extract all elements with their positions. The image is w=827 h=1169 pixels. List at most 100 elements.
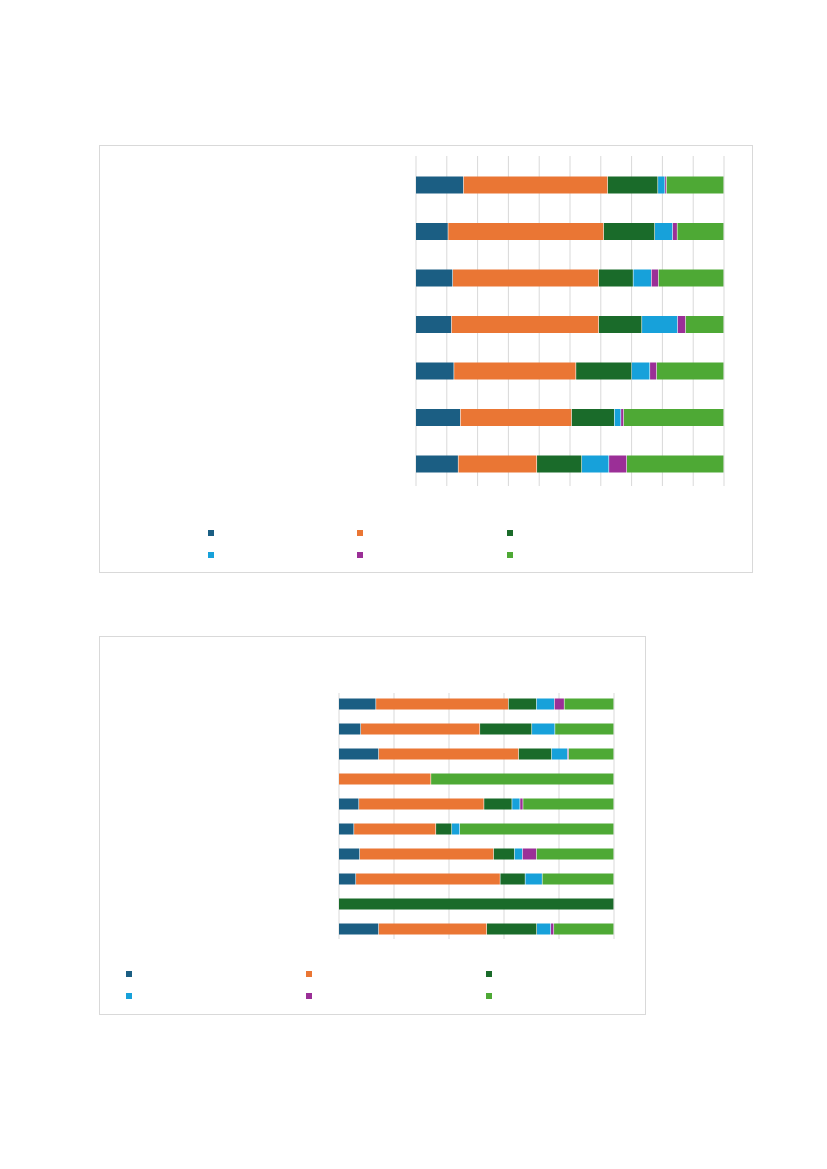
bar-segment xyxy=(493,848,515,860)
stacked-bar-chart-2 xyxy=(126,693,615,999)
bar-segment xyxy=(677,316,686,333)
bar-segment xyxy=(554,698,564,710)
legend-swatch xyxy=(357,552,363,558)
bar-segment xyxy=(378,748,519,760)
bar-segment xyxy=(484,798,512,810)
bar-segment xyxy=(458,455,537,473)
bar-segment xyxy=(354,823,436,835)
bar-segment xyxy=(666,176,724,194)
bar-segment xyxy=(603,223,655,240)
bar-segment xyxy=(568,748,614,760)
bar-segment xyxy=(571,409,615,426)
bar-segment xyxy=(500,873,525,885)
bar-segment xyxy=(339,898,614,910)
bar-segment xyxy=(416,316,452,333)
bar-segment xyxy=(650,362,657,380)
bar-segment xyxy=(452,823,460,835)
bar-segment xyxy=(416,176,464,194)
bar-segment xyxy=(454,362,576,380)
bar-segment xyxy=(463,176,608,194)
bar-segment xyxy=(376,698,509,710)
bar-segment xyxy=(609,455,627,473)
bar-segment xyxy=(542,873,614,885)
bar-segment xyxy=(514,848,523,860)
bar-segment xyxy=(623,409,724,426)
legend-swatch xyxy=(126,971,132,977)
bar-segment xyxy=(520,798,523,810)
bar-segment xyxy=(486,923,537,935)
bar-segment xyxy=(339,848,360,860)
bar-segment xyxy=(416,362,454,380)
bar-segment xyxy=(359,798,484,810)
bar-segment xyxy=(522,848,537,860)
bar-segment xyxy=(339,698,376,710)
bar-segment xyxy=(607,176,658,194)
legend-swatch xyxy=(208,552,214,558)
legend-swatch xyxy=(486,971,492,977)
bar-segment xyxy=(621,409,624,426)
bar-segment xyxy=(567,748,569,760)
bar-segment xyxy=(685,316,724,333)
legend-swatch xyxy=(507,530,513,536)
bar-segment xyxy=(598,316,642,333)
bar-segment xyxy=(551,748,568,760)
bar-segment xyxy=(633,269,652,287)
bar-segment xyxy=(655,223,673,240)
bar-segment xyxy=(582,455,609,473)
bar-segment xyxy=(339,823,354,835)
bar-segment xyxy=(431,773,614,785)
bar-segment xyxy=(525,873,542,885)
bar-segment xyxy=(359,848,494,860)
bar-segment xyxy=(460,823,614,835)
bar-segment xyxy=(356,873,500,885)
bar-segment xyxy=(614,409,621,426)
bar-segment xyxy=(656,362,724,380)
bar-segment xyxy=(536,698,554,710)
legend-swatch xyxy=(126,993,132,999)
bar-segment xyxy=(339,773,431,785)
legend-swatch xyxy=(306,993,312,999)
stacked-bar-chart-1 xyxy=(208,156,725,558)
bar-segment xyxy=(508,698,537,710)
bar-segment xyxy=(631,362,650,380)
bar-segment xyxy=(658,269,724,287)
legend-swatch xyxy=(357,530,363,536)
legend-swatch xyxy=(486,993,492,999)
bar-segment xyxy=(339,723,361,735)
bar-segment xyxy=(555,723,614,735)
chart-panel-2 xyxy=(99,636,646,1015)
bar-segment xyxy=(677,223,724,240)
bar-segment xyxy=(576,362,632,380)
bar-segment xyxy=(658,176,665,194)
bar-segment xyxy=(436,823,452,835)
bar-segment xyxy=(339,748,379,760)
legend-swatch xyxy=(507,552,513,558)
bar-segment xyxy=(598,269,633,287)
legend-swatch xyxy=(208,530,214,536)
bar-segment xyxy=(416,223,448,240)
bar-segment xyxy=(537,455,582,473)
bar-segment xyxy=(460,409,572,426)
bar-segment xyxy=(564,698,614,710)
legend-swatch xyxy=(306,971,312,977)
chart-panel-1 xyxy=(99,145,753,573)
bar-segment xyxy=(665,176,667,194)
bar-segment xyxy=(537,923,551,935)
bar-segment xyxy=(378,923,487,935)
bar-segment xyxy=(339,873,356,885)
bar-segment xyxy=(339,798,359,810)
bar-segment xyxy=(416,409,461,426)
bar-segment xyxy=(523,798,614,810)
bar-segment xyxy=(672,223,677,240)
bar-segment xyxy=(532,723,555,735)
bar-segment xyxy=(452,269,599,287)
bar-segment xyxy=(512,798,520,810)
bar-segment xyxy=(536,848,614,860)
bar-segment xyxy=(651,269,659,287)
bar-segment xyxy=(451,316,599,333)
bar-segment xyxy=(554,923,614,935)
bar-segment xyxy=(416,455,458,473)
bar-segment xyxy=(626,455,724,473)
bar-segment xyxy=(480,723,532,735)
bar-segment xyxy=(448,223,604,240)
